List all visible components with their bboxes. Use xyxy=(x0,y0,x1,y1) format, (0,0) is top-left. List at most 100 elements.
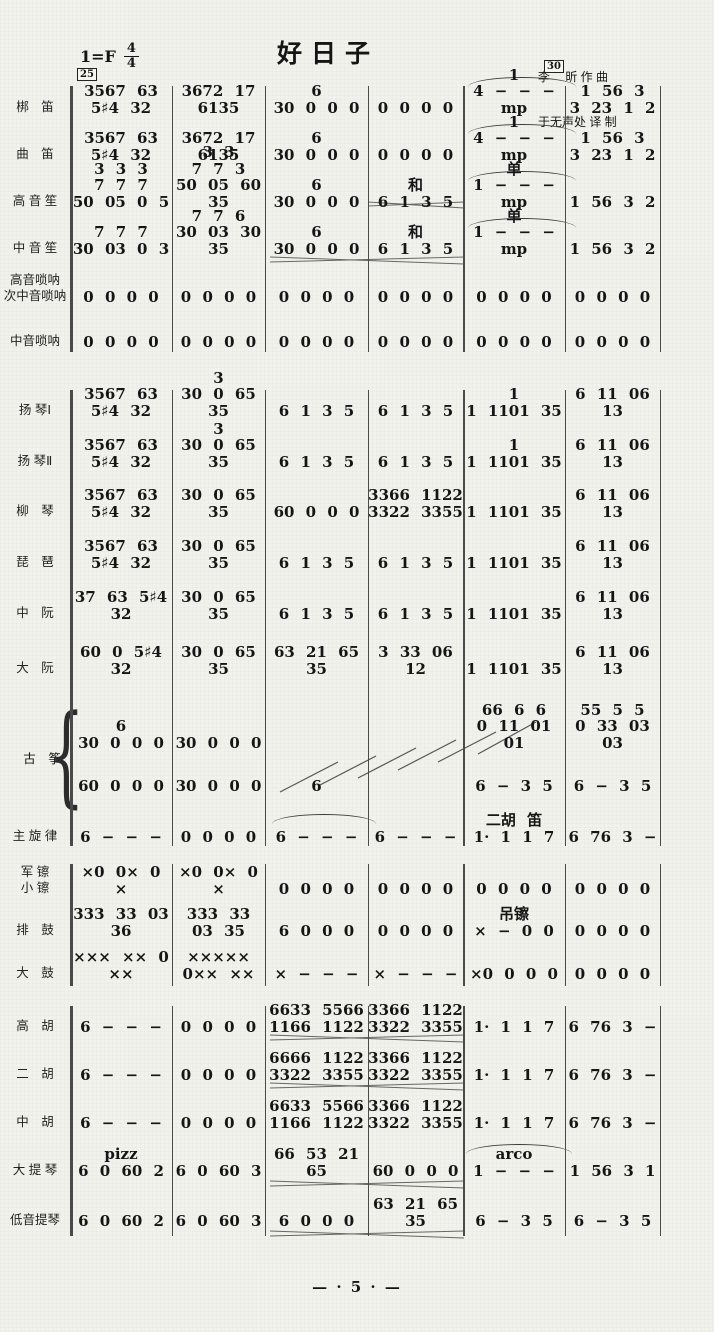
arranger-credit: 于无声处 译 制 xyxy=(538,115,617,129)
measure-cell: 3672 17 6135 xyxy=(181,82,256,118)
measure-cell: 1 1101 35 xyxy=(466,503,562,522)
measure-cell: 1 56 3 3 23 1 2 xyxy=(569,82,656,118)
measure-cell: 6633 5566 1166 1122 xyxy=(269,1097,364,1133)
measure-cell: ×0 0 0 0 xyxy=(470,965,558,984)
guzheng-brace: { xyxy=(48,690,85,819)
measure-cell: 6 − − − xyxy=(80,1114,162,1133)
instrument-label: 排 鼓 xyxy=(16,922,54,937)
slur-main-melody xyxy=(272,814,376,824)
stave-row: 曲 笛 3567 63 5♯4 32 3672 17 6135 6 30 0 0 0 0… xyxy=(0,113,660,165)
barline xyxy=(172,390,173,846)
measure-cell: 0 0 0 0 xyxy=(574,965,651,984)
instrument-label: 梆 笛 xyxy=(16,99,54,114)
measure-cell: 1· 1 1 7 xyxy=(473,1114,555,1133)
measure-cell: 3 3 7 7 3 50 05 60 35 xyxy=(175,142,262,212)
measure-cell: 6 11 06 13 xyxy=(575,537,650,573)
measure-cell: 63 21 65 35 xyxy=(273,643,360,679)
slur-bangdi xyxy=(468,77,576,87)
barline xyxy=(463,1006,465,1236)
measure-cell: 6 11 06 13 xyxy=(575,643,650,679)
measure-cell: 和 6 1 3 5 xyxy=(377,176,454,212)
measure-cell: 1 1101 35 xyxy=(466,660,562,679)
measure-cell: 6 11 06 13 xyxy=(575,436,650,472)
measure-cell: 1 1101 35 xyxy=(466,554,562,573)
barline xyxy=(463,390,465,846)
measure-cell: 6 − − − xyxy=(374,828,457,847)
instrument-label: 柳 琴 xyxy=(16,503,54,518)
barline xyxy=(172,1006,173,1236)
instrument-label: 琵 琶 xyxy=(16,554,54,569)
measure-cell: × − − − xyxy=(274,965,359,984)
barline xyxy=(265,86,266,352)
measure-cell: 60 0 5♯4 32 xyxy=(80,643,162,679)
measure-cell: ×0 0× 0 × xyxy=(81,863,161,899)
measure-cell: 37 63 5♯4 32 xyxy=(74,588,168,624)
measure-cell: 3 30 0 65 35 xyxy=(181,419,256,472)
instrument-label: 高音唢呐 次中音唢呐 xyxy=(3,272,67,303)
measure-cell: 6 76 3 − xyxy=(568,1114,657,1133)
stave-row: 排 鼓 333 33 03 36 333 33 03 35 6 0 0 0 0 0 0 … xyxy=(0,906,660,940)
barline xyxy=(172,86,173,352)
instrument-label xyxy=(0,750,70,752)
measure-cell: 6 11 06 13 xyxy=(575,486,650,522)
measure-cell: 0 0 0 0 xyxy=(180,288,257,307)
system-barline xyxy=(70,390,73,846)
measure-cell: 6 76 3 − xyxy=(568,1018,657,1037)
measure-cell: 6 1 3 5 xyxy=(278,554,355,573)
measure-cell: 3567 63 5♯4 32 xyxy=(84,486,158,522)
measure-cell: 6 0 60 3 xyxy=(175,1162,262,1181)
measure-cell: 0 0 0 0 xyxy=(377,333,454,352)
measure-cell: 63 21 65 35 xyxy=(372,1195,459,1231)
measure-cell: 0 0 0 0 xyxy=(476,288,552,307)
barline xyxy=(660,864,661,986)
measure-cell: arco 1 − − − xyxy=(473,1145,555,1181)
measure-cell: 6 76 3 − xyxy=(568,1066,657,1085)
measure-cell: 6 11 06 13 xyxy=(575,385,650,421)
measure-cell: 1 56 3 3 23 1 2 xyxy=(569,129,656,165)
hairpin xyxy=(270,1082,464,1091)
hairpin xyxy=(270,1034,464,1043)
measure-cell: 0 0 0 0 xyxy=(377,922,454,941)
stave-row: 梆 笛 3567 63 5♯4 32 3672 17 6135 6 30 0 0 0 0… xyxy=(0,66,660,118)
measure-cell: 0 0 0 0 xyxy=(180,1018,257,1037)
measure-cell: 1 56 3 2 xyxy=(569,193,656,212)
instrument-label: 大 鼓 xyxy=(16,965,54,980)
measure-cell: 6 30 0 0 0 xyxy=(78,717,164,753)
measure-cell: 6 30 0 0 0 xyxy=(273,82,360,118)
stave-row: 高 胡 6 − − − 0 0 0 0 6633 5566 1166 1122 3366… xyxy=(0,1002,660,1036)
measure-cell: 1 1 1101 35 xyxy=(466,436,562,472)
measure-cell: 6 1 3 5 xyxy=(377,402,454,421)
stave-row: 大 提 琴 pizz 6 0 60 2 6 0 60 3 66 53 21 65 60 … xyxy=(0,1146,660,1180)
measure-cell: 6 − 3 5 xyxy=(573,777,652,796)
measure-cell: 6 30 0 0 0 xyxy=(273,129,360,165)
measure-cell: 3366 1122 3322 3355 xyxy=(368,1001,463,1037)
measure-cell: 3 30 0 65 35 xyxy=(181,368,256,421)
barline xyxy=(368,86,369,352)
measure-cell: 6 0 0 0 xyxy=(278,922,355,941)
stave-row: 扬 琴Ⅱ 3567 63 5♯4 32 3 30 0 65 35 6 1 3 5 6 1… xyxy=(0,419,660,472)
measure-cell: 6 11 06 13 xyxy=(575,588,650,624)
barline xyxy=(565,1006,566,1236)
measure-cell: 0 0 0 0 xyxy=(278,333,355,352)
stave-row: 二 胡 6 − − − 0 0 0 0 6666 1122 3322 3355 3366… xyxy=(0,1050,660,1084)
measure-cell: 60 0 0 0 xyxy=(78,777,164,796)
instrument-label: 中音唢呐 xyxy=(9,333,60,348)
measure-cell: 6 1 3 5 xyxy=(278,402,355,421)
measure-cell: 1· 1 1 7 xyxy=(473,1066,555,1085)
measure-cell: 6 1 3 5 xyxy=(377,605,454,624)
measure-cell: 30 0 65 35 xyxy=(181,588,256,624)
stave-row: 中 阮 37 63 5♯4 32 30 0 65 35 6 1 3 5 6 1 3 5 1… xyxy=(0,589,660,623)
measure-cell: 3 33 06 12 xyxy=(378,643,453,679)
instrument-label: 曲 笛 xyxy=(16,146,54,161)
barline xyxy=(463,86,465,352)
measure-cell: 0 0 0 0 xyxy=(377,146,454,165)
barline xyxy=(265,1006,266,1236)
instrument-label: 二 胡 xyxy=(16,1066,54,1081)
instrument-label: 中 胡 xyxy=(16,1114,54,1129)
measure-cell: 6 1 3 5 xyxy=(377,453,454,472)
barline xyxy=(368,864,369,986)
measure-cell: 单 1 − − − mp xyxy=(473,159,555,212)
measure-cell: 0 0 0 0 xyxy=(83,333,159,352)
